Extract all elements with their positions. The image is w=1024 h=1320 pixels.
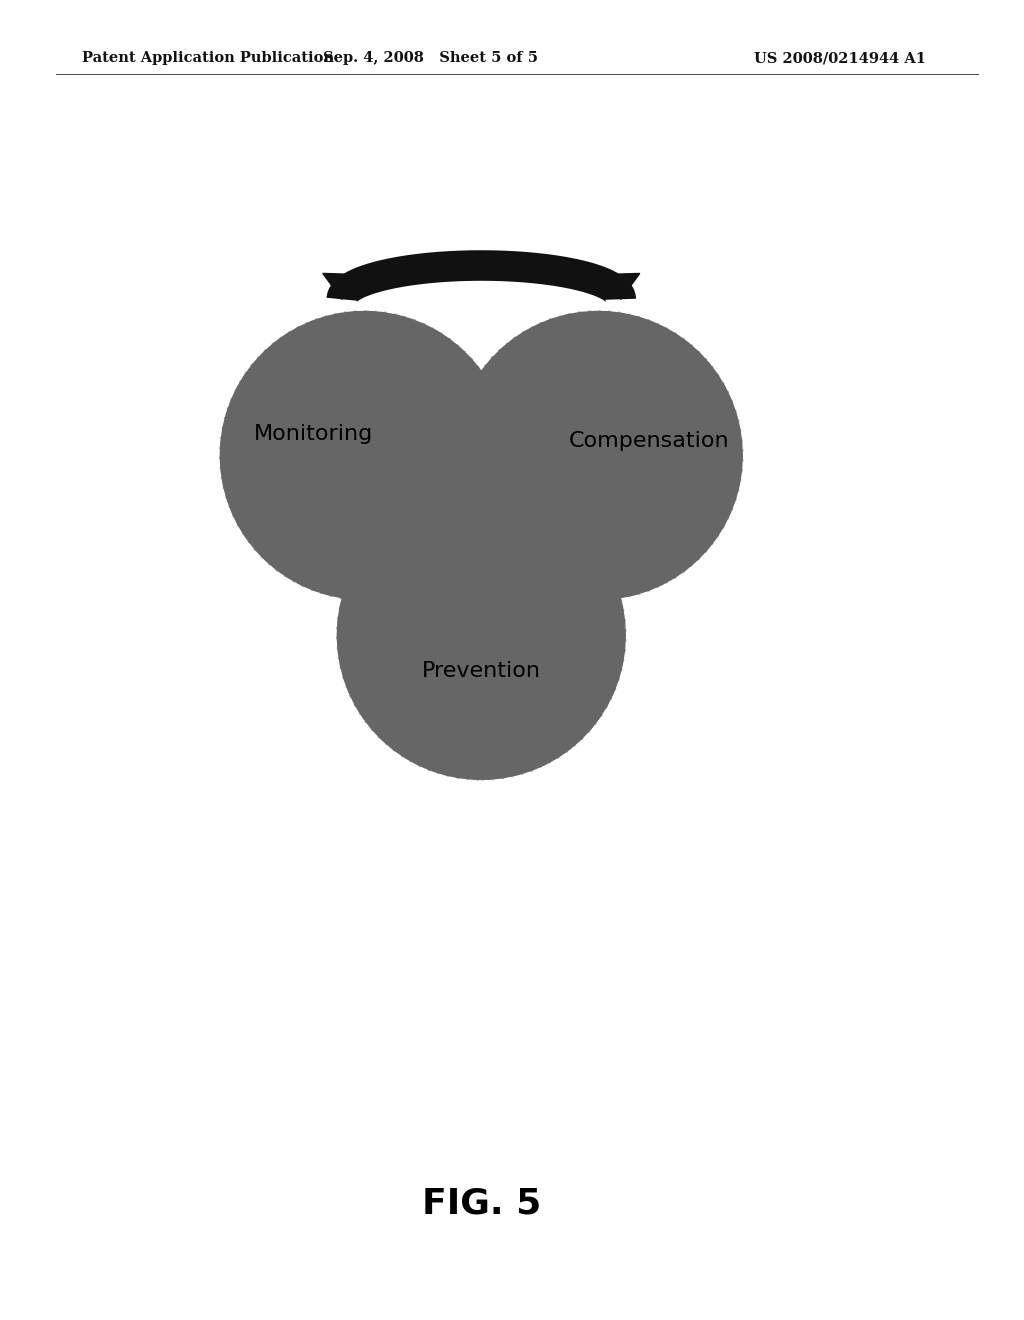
Polygon shape: [220, 312, 742, 779]
Text: US 2008/0214944 A1: US 2008/0214944 A1: [754, 51, 926, 65]
Circle shape: [337, 491, 626, 779]
Text: Patent Application Publication: Patent Application Publication: [82, 51, 334, 65]
Text: Prevention: Prevention: [422, 661, 541, 681]
Circle shape: [220, 312, 508, 599]
Text: Compensation: Compensation: [568, 432, 729, 451]
Text: Monitoring: Monitoring: [254, 424, 374, 444]
Polygon shape: [323, 273, 362, 300]
Text: Sep. 4, 2008   Sheet 5 of 5: Sep. 4, 2008 Sheet 5 of 5: [323, 51, 538, 65]
Text: FIG. 5: FIG. 5: [422, 1187, 541, 1221]
Polygon shape: [600, 273, 640, 300]
Circle shape: [455, 312, 742, 599]
